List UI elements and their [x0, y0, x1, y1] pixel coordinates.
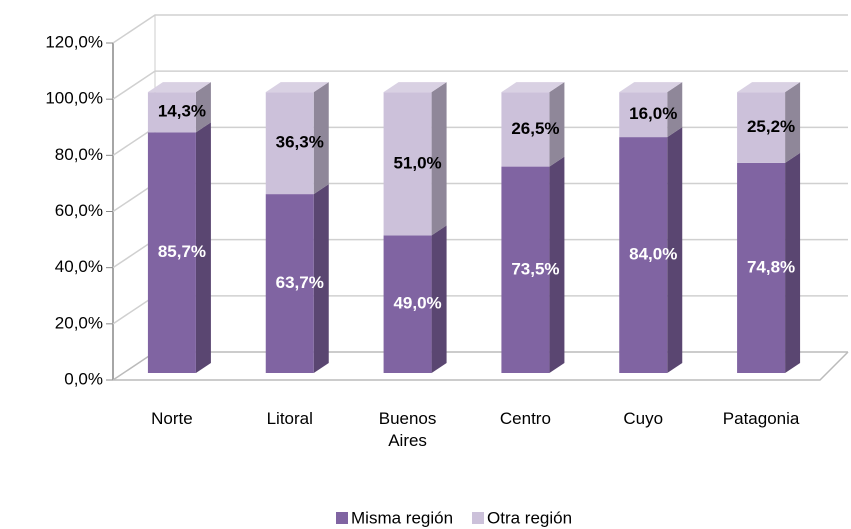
x-tick-label: Cuyo: [623, 409, 664, 428]
data-label: 73,5%: [511, 259, 559, 278]
data-label: 16,0%: [629, 104, 677, 123]
data-label: 49,0%: [393, 294, 441, 313]
y-tick-label: 100,0%: [45, 89, 103, 108]
legend-label: Otra región: [487, 508, 572, 527]
bar-top: [501, 82, 565, 93]
y-tick-label: 60,0%: [55, 201, 103, 220]
bar-side: [667, 82, 683, 138]
bar-side: [195, 82, 211, 133]
bar-side: [549, 156, 565, 373]
legend-swatch: [336, 512, 348, 524]
legend-label: Misma región: [351, 508, 453, 527]
bar-top: [147, 82, 211, 93]
bar-side: [313, 184, 329, 373]
bar: [383, 92, 432, 236]
bar-top: [737, 82, 801, 93]
data-label: 26,5%: [511, 119, 559, 138]
bar: [737, 92, 786, 163]
x-tick-label: Centro: [499, 409, 551, 428]
bar-side: [195, 122, 211, 373]
bar: [147, 92, 196, 133]
bar-side: [313, 82, 329, 195]
data-label: 14,3%: [158, 102, 206, 121]
bar-side: [785, 152, 801, 373]
bar-side: [431, 225, 447, 373]
y-tick-label: 80,0%: [55, 145, 103, 164]
grid-line: [112, 14, 848, 44]
bar-top: [619, 82, 683, 93]
bar-side: [431, 82, 447, 236]
bar: [619, 137, 668, 373]
bar: [501, 92, 550, 167]
bar-side: [785, 82, 801, 163]
legend-swatch: [472, 512, 484, 524]
x-tick-label: Buenos Aires: [378, 409, 437, 450]
bar: [265, 92, 314, 195]
y-tick-label: 0,0%: [64, 369, 103, 388]
bar: [737, 162, 786, 373]
bar: [147, 132, 196, 373]
data-label: 25,2%: [747, 117, 795, 136]
data-label: 51,0%: [393, 153, 441, 172]
bar-top: [383, 82, 447, 93]
data-label: 74,8%: [747, 257, 795, 276]
floor-edge: [113, 351, 849, 381]
x-tick-label: Patagonia: [722, 409, 800, 428]
bar-side: [667, 127, 683, 373]
bar-side: [549, 82, 565, 167]
x-tick-label: Norte: [151, 409, 193, 428]
bar-top: [265, 82, 329, 93]
bar: [265, 194, 314, 373]
y-tick-label: 20,0%: [55, 313, 103, 332]
data-label: 85,7%: [158, 242, 206, 261]
x-tick-label: Litoral: [266, 409, 313, 428]
data-label: 84,0%: [629, 245, 677, 264]
grid-line: [112, 70, 848, 100]
bar: [619, 92, 668, 138]
data-label: 63,7%: [276, 273, 324, 292]
bar: [383, 235, 432, 373]
y-tick-label: 40,0%: [55, 257, 103, 276]
y-tick-label: 120,0%: [45, 32, 103, 51]
data-label: 36,3%: [276, 133, 324, 152]
bar: [501, 166, 550, 373]
